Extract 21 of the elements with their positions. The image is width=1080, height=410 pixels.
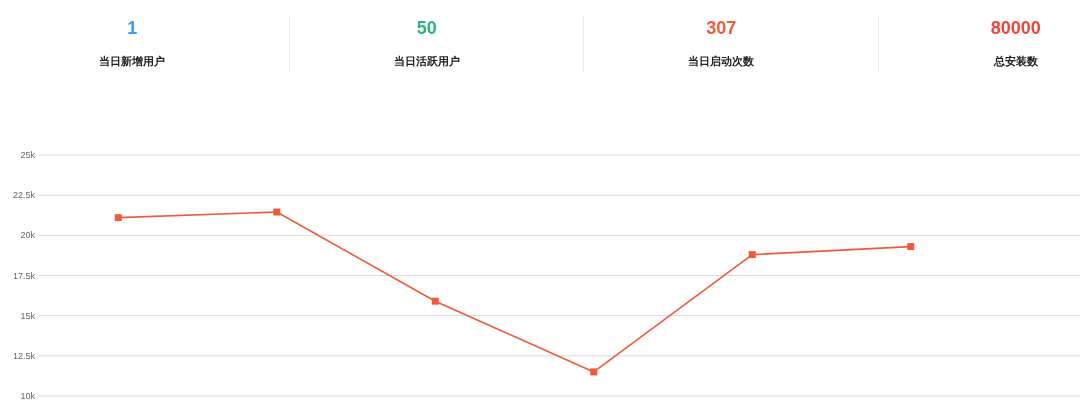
- y-tick-label: 22.5k: [12, 190, 36, 201]
- y-tick-label: 20k: [20, 230, 36, 241]
- data-label: 50: [415, 18, 438, 39]
- point: [907, 243, 915, 251]
- category-label: 当日活跃用户: [392, 54, 461, 69]
- y-tick-label: 25k: [20, 150, 36, 160]
- y-tick-label: 15k: [20, 310, 36, 321]
- point: [114, 214, 122, 222]
- category-label: 当日新增用户: [98, 54, 167, 69]
- data-label: 307: [705, 18, 738, 39]
- category-label: 当日启动次数: [687, 54, 756, 69]
- category-label: 总安装数: [992, 54, 1039, 69]
- data-label: 1: [126, 18, 139, 39]
- data-label: 80000: [989, 18, 1042, 39]
- point: [431, 297, 439, 305]
- y-tick-label: 12.5k: [12, 350, 36, 361]
- point: [590, 368, 598, 376]
- point: [273, 208, 281, 216]
- y-tick-label: 10k: [20, 391, 36, 401]
- point: [748, 251, 756, 259]
- y-tick-label: 17.5k: [12, 270, 36, 281]
